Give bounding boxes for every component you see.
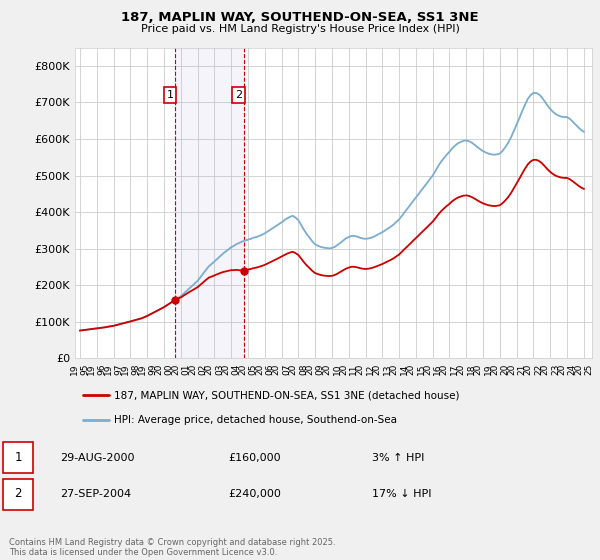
Text: 3% ↑ HPI: 3% ↑ HPI <box>372 452 424 463</box>
Text: 1: 1 <box>14 451 22 464</box>
Text: 29-AUG-2000: 29-AUG-2000 <box>60 452 134 463</box>
Text: 2: 2 <box>235 90 242 100</box>
Text: 2: 2 <box>14 487 22 501</box>
Text: HPI: Average price, detached house, Southend-on-Sea: HPI: Average price, detached house, Sout… <box>114 414 397 424</box>
Text: 17% ↓ HPI: 17% ↓ HPI <box>372 489 431 499</box>
Text: 27-SEP-2004: 27-SEP-2004 <box>60 489 131 499</box>
Bar <box>175 48 244 358</box>
Text: £160,000: £160,000 <box>228 452 281 463</box>
Text: Price paid vs. HM Land Registry's House Price Index (HPI): Price paid vs. HM Land Registry's House … <box>140 24 460 34</box>
Text: 187, MAPLIN WAY, SOUTHEND-ON-SEA, SS1 3NE: 187, MAPLIN WAY, SOUTHEND-ON-SEA, SS1 3N… <box>121 11 479 24</box>
Text: 1: 1 <box>166 90 173 100</box>
Text: Contains HM Land Registry data © Crown copyright and database right 2025.
This d: Contains HM Land Registry data © Crown c… <box>9 538 335 557</box>
Text: 187, MAPLIN WAY, SOUTHEND-ON-SEA, SS1 3NE (detached house): 187, MAPLIN WAY, SOUTHEND-ON-SEA, SS1 3N… <box>114 390 459 400</box>
Text: £240,000: £240,000 <box>228 489 281 499</box>
